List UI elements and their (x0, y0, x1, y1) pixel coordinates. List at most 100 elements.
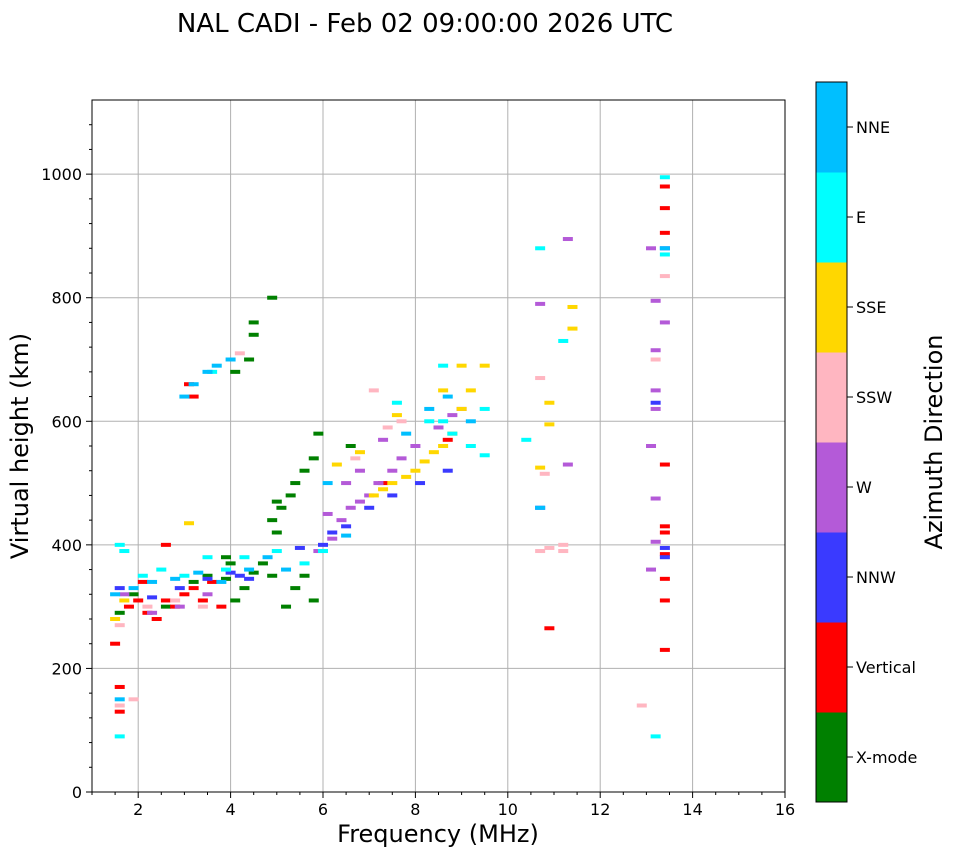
point-sse (438, 444, 449, 448)
point-nne (535, 505, 546, 510)
point-vertical (110, 641, 121, 646)
colorbar-category-label: NNE (856, 118, 890, 137)
point-xmode (276, 505, 287, 510)
point-w (562, 237, 573, 242)
point-w (646, 246, 657, 251)
x-tick-label: 6 (318, 800, 328, 819)
point-nne (442, 394, 453, 399)
x-tick-label: 2 (133, 800, 143, 819)
point-vertical (659, 530, 670, 535)
point-ssw (114, 623, 125, 628)
point-w (378, 437, 389, 442)
point-nne (193, 570, 204, 575)
point-e (424, 419, 435, 424)
point-nnw (225, 570, 236, 575)
point-xmode (160, 604, 171, 609)
point-vertical (659, 576, 670, 581)
point-ssw (636, 703, 647, 708)
point-sse (387, 481, 398, 486)
point-xmode (202, 573, 213, 578)
point-e (438, 363, 449, 368)
point-xmode (248, 570, 259, 575)
point-nnw (659, 545, 670, 550)
x-axis-label: Frequency (MHz) (337, 820, 539, 848)
point-xmode (299, 573, 310, 578)
point-vertical (659, 552, 670, 557)
point-nnw (341, 524, 352, 529)
point-sse (456, 406, 467, 411)
point-nnw (327, 530, 338, 535)
point-vertical (188, 394, 199, 399)
colorbar-segment (816, 172, 847, 263)
point-nne (659, 246, 670, 251)
point-nnw (294, 545, 305, 550)
point-nne (322, 481, 333, 486)
point-xmode (128, 592, 139, 597)
point-e (299, 561, 310, 566)
point-vertical (137, 579, 148, 584)
point-w (410, 444, 421, 448)
colorbar-category-label: E (856, 208, 866, 227)
point-e (318, 549, 328, 554)
x-tick-label: 4 (226, 800, 236, 819)
point-vertical (659, 524, 670, 529)
point-xmode (285, 493, 296, 498)
point-e (239, 555, 250, 560)
point-vertical (179, 592, 190, 597)
colorbar-segment (816, 82, 847, 173)
point-e (137, 573, 148, 578)
y-axis-label: Virtual height (km) (6, 333, 34, 559)
point-nne (281, 567, 292, 572)
point-xmode (267, 573, 278, 578)
point-ssw (382, 425, 393, 430)
point-nne (424, 406, 435, 411)
point-w (327, 536, 338, 541)
point-w (174, 604, 185, 609)
colorbar-segment (816, 352, 847, 443)
point-ssw (142, 604, 153, 609)
point-w (562, 462, 573, 467)
point-nnw (659, 555, 670, 560)
point-w (354, 468, 365, 473)
point-e (479, 406, 490, 411)
point-e (659, 175, 670, 180)
point-ssw (170, 598, 181, 603)
colorbar-segment (816, 622, 847, 713)
point-vertical (544, 626, 555, 631)
colorbar-segment (816, 262, 847, 353)
point-nne (147, 579, 158, 584)
point-w (646, 444, 657, 448)
point-w (341, 481, 352, 486)
point-w (447, 413, 458, 418)
x-tick-label: 12 (590, 800, 610, 819)
point-e (220, 567, 231, 572)
point-xmode (230, 369, 241, 374)
x-tick-label: 14 (682, 800, 702, 819)
point-e (114, 734, 125, 739)
point-xmode (244, 357, 255, 362)
point-nnw (387, 493, 398, 498)
point-nnw (650, 400, 661, 405)
point-e (271, 549, 282, 554)
point-sse (401, 474, 412, 479)
chart-title: NAL CADI - Feb 02 09:00:00 2026 UTC (177, 9, 673, 39)
point-ssw (558, 542, 569, 547)
point-vertical (123, 604, 134, 609)
point-nnw (442, 468, 453, 473)
data-points (110, 175, 670, 739)
point-ssw (128, 697, 139, 702)
point-ssw (396, 419, 407, 424)
point-w (650, 388, 661, 393)
point-vertical (114, 684, 125, 689)
point-vertical (659, 230, 670, 235)
point-xmode (299, 468, 310, 473)
point-w (650, 539, 661, 544)
point-sse (184, 521, 195, 526)
point-vertical (133, 598, 144, 603)
colorbar-category-label: Vertical (856, 658, 916, 677)
point-ssw (114, 703, 125, 708)
colorbar-segment (816, 442, 847, 533)
point-w (119, 592, 130, 597)
point-nne (110, 592, 121, 597)
